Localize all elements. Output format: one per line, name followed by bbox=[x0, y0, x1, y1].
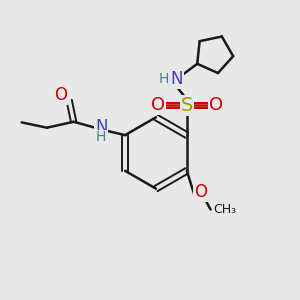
Text: CH₃: CH₃ bbox=[214, 203, 237, 216]
Text: O: O bbox=[151, 96, 165, 114]
Text: O: O bbox=[54, 86, 68, 104]
Text: O: O bbox=[208, 96, 223, 114]
Text: S: S bbox=[181, 96, 193, 115]
Text: H: H bbox=[96, 130, 106, 144]
Text: N: N bbox=[95, 118, 107, 136]
Text: N: N bbox=[170, 70, 183, 88]
Text: O: O bbox=[194, 183, 207, 201]
Text: H: H bbox=[158, 72, 169, 86]
